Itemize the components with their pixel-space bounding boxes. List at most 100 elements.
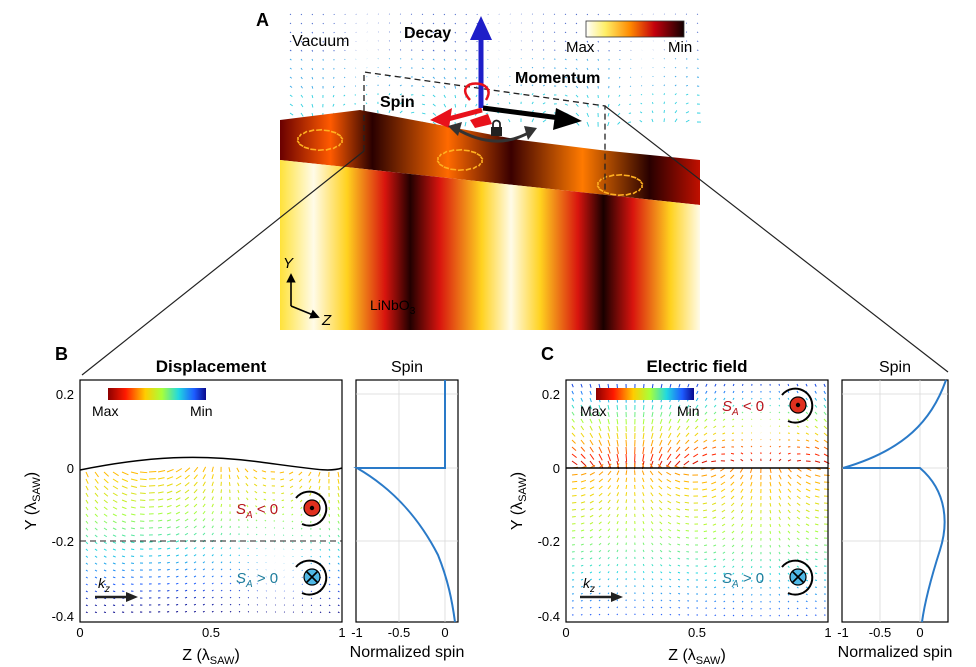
- field-vector: [721, 523, 726, 527]
- substrate-top-face: [280, 110, 700, 205]
- field-vector: [741, 530, 744, 534]
- field-vector: [332, 94, 335, 98]
- field-vector: [289, 76, 293, 79]
- field-vector: [245, 475, 249, 480]
- field-vector: [193, 481, 198, 487]
- field-vector: [750, 502, 753, 507]
- field-vector: [571, 432, 576, 437]
- field-vector: [693, 446, 699, 451]
- field-vector: [94, 611, 97, 614]
- field-vector: [651, 578, 654, 581]
- field-vector: [703, 425, 708, 429]
- field-vector: [616, 173, 623, 177]
- field-vector: [642, 549, 645, 553]
- field-vector: [298, 478, 303, 483]
- field-vector: [311, 58, 314, 61]
- field-vector: [598, 585, 601, 588]
- field-vector: [421, 13, 424, 16]
- field-vector: [722, 544, 726, 547]
- field-vector: [564, 22, 567, 25]
- field-vector: [112, 576, 116, 579]
- field-vector: [184, 582, 188, 585]
- field-vector: [629, 85, 632, 87]
- field-vector: [157, 469, 166, 473]
- field-vector: [677, 557, 681, 560]
- field-vector: [617, 193, 624, 197]
- field-vector: [778, 593, 781, 596]
- field-vector: [580, 418, 584, 424]
- field-vector: [713, 579, 717, 582]
- field-vector: [666, 471, 672, 476]
- field-vector: [300, 85, 303, 89]
- field-vector: [741, 593, 744, 596]
- field-vector: [202, 532, 206, 536]
- field-vector: [436, 160, 440, 164]
- field-vector: [730, 495, 735, 500]
- field-vector: [778, 411, 781, 414]
- field-vector: [711, 481, 717, 485]
- field-vector: [668, 564, 672, 567]
- field-vector: [328, 562, 331, 565]
- field-vector: [175, 497, 181, 501]
- field-vector: [388, 84, 391, 87]
- axis-y-label: Y: [283, 255, 294, 272]
- field-vector: [157, 484, 165, 487]
- field-vector: [211, 582, 214, 585]
- field-vector: [311, 94, 314, 99]
- field-vector: [580, 543, 584, 546]
- field-vector: [580, 494, 586, 497]
- field-vector: [589, 479, 595, 483]
- field-vector: [580, 460, 587, 467]
- field-vector: [607, 571, 610, 574]
- field-vector: [668, 557, 672, 560]
- locking-arrow-right-head: [524, 126, 537, 140]
- field-vector: [640, 93, 643, 96]
- field-vector: [805, 397, 808, 401]
- field-vector: [598, 432, 602, 439]
- field-vector: [787, 516, 791, 520]
- field-vector: [589, 397, 592, 403]
- field-vector: [722, 418, 726, 421]
- field-vector: [731, 537, 735, 541]
- field-vector: [310, 597, 313, 600]
- field-vector: [264, 534, 267, 536]
- field-vector: [319, 597, 322, 600]
- field-vector: [607, 549, 610, 553]
- field-vector: [130, 513, 136, 516]
- field-vector: [564, 67, 567, 70]
- field-vector: [184, 568, 188, 571]
- k-label-b: kz: [98, 575, 110, 595]
- field-vector: [237, 497, 240, 501]
- field-vector: [685, 439, 690, 445]
- field-vector: [674, 472, 681, 476]
- field-vector: [388, 101, 391, 105]
- field-vector: [740, 502, 744, 507]
- field-vector: [720, 488, 726, 492]
- field-vector: [337, 506, 340, 511]
- ytick-c-3: -0.4: [538, 609, 560, 624]
- field-vector: [616, 432, 619, 440]
- field-vector: [255, 519, 258, 522]
- field-vector: [704, 397, 708, 401]
- field-vector: [175, 568, 179, 571]
- field-vector: [814, 579, 818, 582]
- field-vector: [112, 520, 117, 524]
- field-vector: [659, 439, 663, 446]
- field-vector: [658, 507, 663, 511]
- k-arrow-head-b: [126, 592, 138, 602]
- field-vector: [300, 527, 303, 530]
- field-vector: [311, 103, 314, 108]
- field-vector: [476, 152, 482, 157]
- field-vector: [130, 548, 135, 551]
- ytick-b-2: -0.2: [52, 534, 74, 549]
- field-vector: [508, 93, 511, 96]
- field-vector: [328, 583, 331, 586]
- field-vector: [589, 613, 592, 616]
- field-vector: [660, 606, 663, 609]
- field-vector: [714, 586, 717, 589]
- field-vector: [157, 548, 162, 550]
- field-vector: [85, 527, 89, 531]
- field-vector: [750, 537, 753, 541]
- field-vector: [616, 542, 619, 546]
- field-vector: [310, 590, 313, 593]
